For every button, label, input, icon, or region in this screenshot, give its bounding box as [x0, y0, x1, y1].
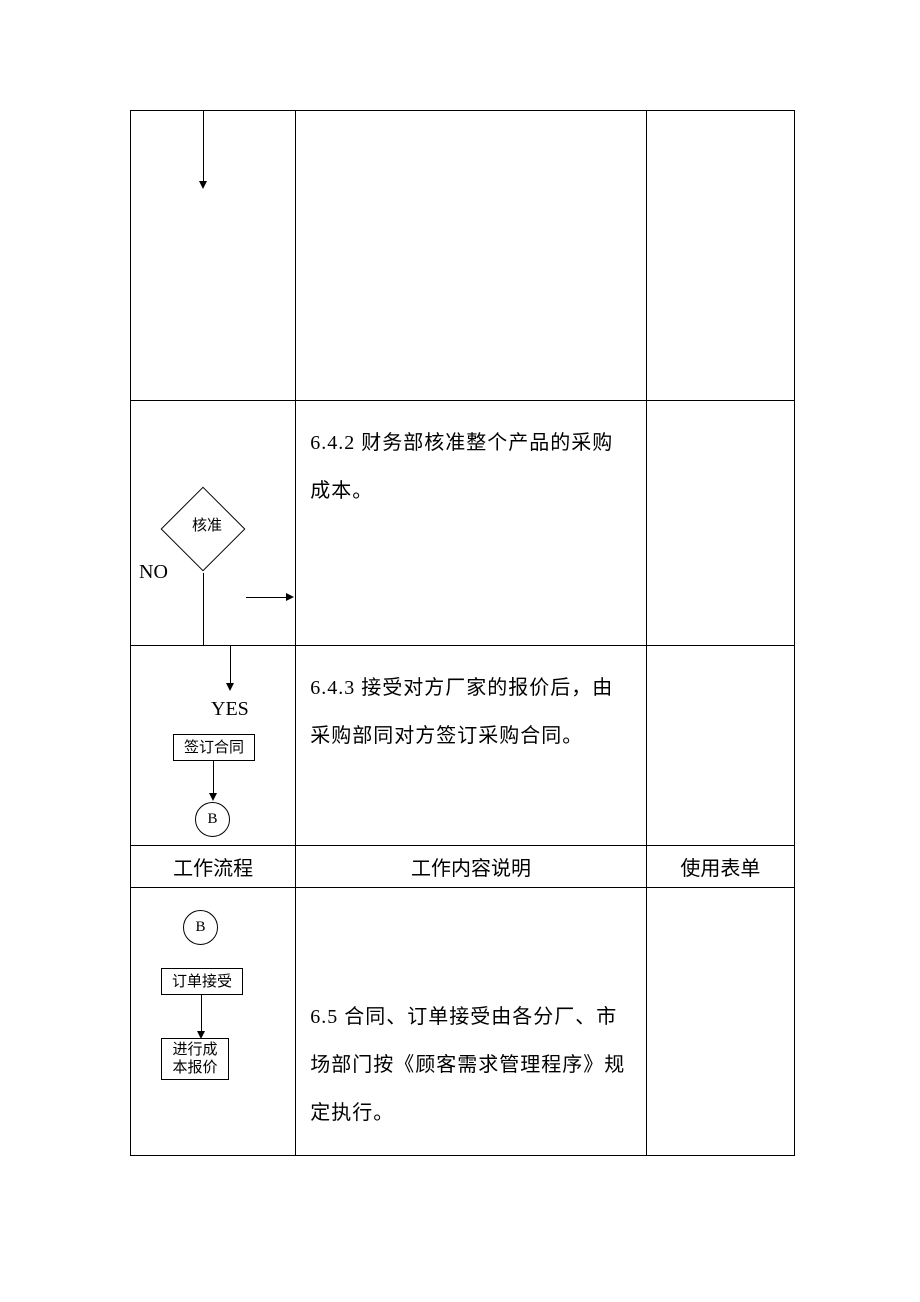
order-accept-box: 订单接受 [161, 968, 243, 995]
table-header-row: 工作流程 工作内容说明 使用表单 [131, 846, 795, 888]
connector-circle-b-2: B [183, 910, 218, 945]
connector-circle-b: B [195, 802, 230, 837]
flow-cell-5: B 订单接受 进行成 本报价 [131, 888, 296, 1156]
desc-text-3: 6.4.3 接受对方厂家的报价后，由采购部同对方签订采购合同。 [296, 646, 646, 760]
desc-cell-2: 6.4.2 财务部核准整个产品的采购成本。 [296, 401, 647, 646]
arrow-head-right [286, 593, 294, 601]
table-row: B 订单接受 进行成 本报价 6.5 合同、订单接受由各分厂、市场部门按《顾客需… [131, 888, 795, 1156]
sign-contract-box: 签订合同 [173, 734, 255, 761]
process-table: 核准 NO 6.4.2 财务部核准整个产品的采购成本。 YES 签订合同 [130, 110, 795, 1156]
no-label: NO [139, 561, 168, 584]
flow-cell-1 [131, 111, 296, 401]
form-cell-1 [646, 111, 794, 401]
diamond-label: 核准 [177, 518, 237, 535]
table-row: YES 签订合同 B 6.4.3 接受对方厂家的报价后，由采购部同对方签订采购合… [131, 646, 795, 846]
connector-b-label-2: B [195, 919, 205, 936]
form-cell-3 [646, 646, 794, 846]
desc-text-2: 6.4.2 财务部核准整个产品的采购成本。 [296, 401, 646, 515]
table-row [131, 111, 795, 401]
arrow-shaft [203, 111, 204, 181]
desc-cell-3: 6.4.3 接受对方厂家的报价后，由采购部同对方签订采购合同。 [296, 646, 647, 846]
decision-diamond-approve: 核准 [161, 487, 246, 572]
connector-b-label: B [207, 811, 217, 828]
cost-quote-line2: 本报价 [172, 1059, 217, 1077]
arrow-shaft-right [246, 597, 286, 598]
cost-quote-line1: 进行成 [172, 1041, 217, 1059]
header-desc: 工作内容说明 [296, 846, 647, 888]
header-flow: 工作流程 [131, 846, 296, 888]
yes-label: YES [211, 698, 249, 721]
desc-text-5: 6.5 合同、订单接受由各分厂、市场部门按《顾客需求管理程序》规定执行。 [296, 888, 646, 1137]
arrow-shaft [201, 995, 202, 1031]
form-cell-2 [646, 401, 794, 646]
header-form: 使用表单 [646, 846, 794, 888]
arrow-head-down [199, 181, 207, 189]
arrow-shaft [213, 761, 214, 793]
form-cell-5 [646, 888, 794, 1156]
cost-quote-box: 进行成 本报价 [161, 1038, 229, 1080]
flow-cell-2: 核准 NO [131, 401, 296, 646]
table-row: 核准 NO 6.4.2 财务部核准整个产品的采购成本。 [131, 401, 795, 646]
order-accept-label: 订单接受 [172, 973, 232, 991]
flow-cell-3: YES 签订合同 B [131, 646, 296, 846]
arrow-head-down [209, 793, 217, 801]
desc-cell-5: 6.5 合同、订单接受由各分厂、市场部门按《顾客需求管理程序》规定执行。 [296, 888, 647, 1156]
desc-cell-1 [296, 111, 647, 401]
sign-contract-label: 签订合同 [184, 739, 244, 757]
arrow-shaft [230, 646, 231, 683]
arrow-shaft-down [203, 573, 204, 646]
arrow-head-down [226, 683, 234, 691]
